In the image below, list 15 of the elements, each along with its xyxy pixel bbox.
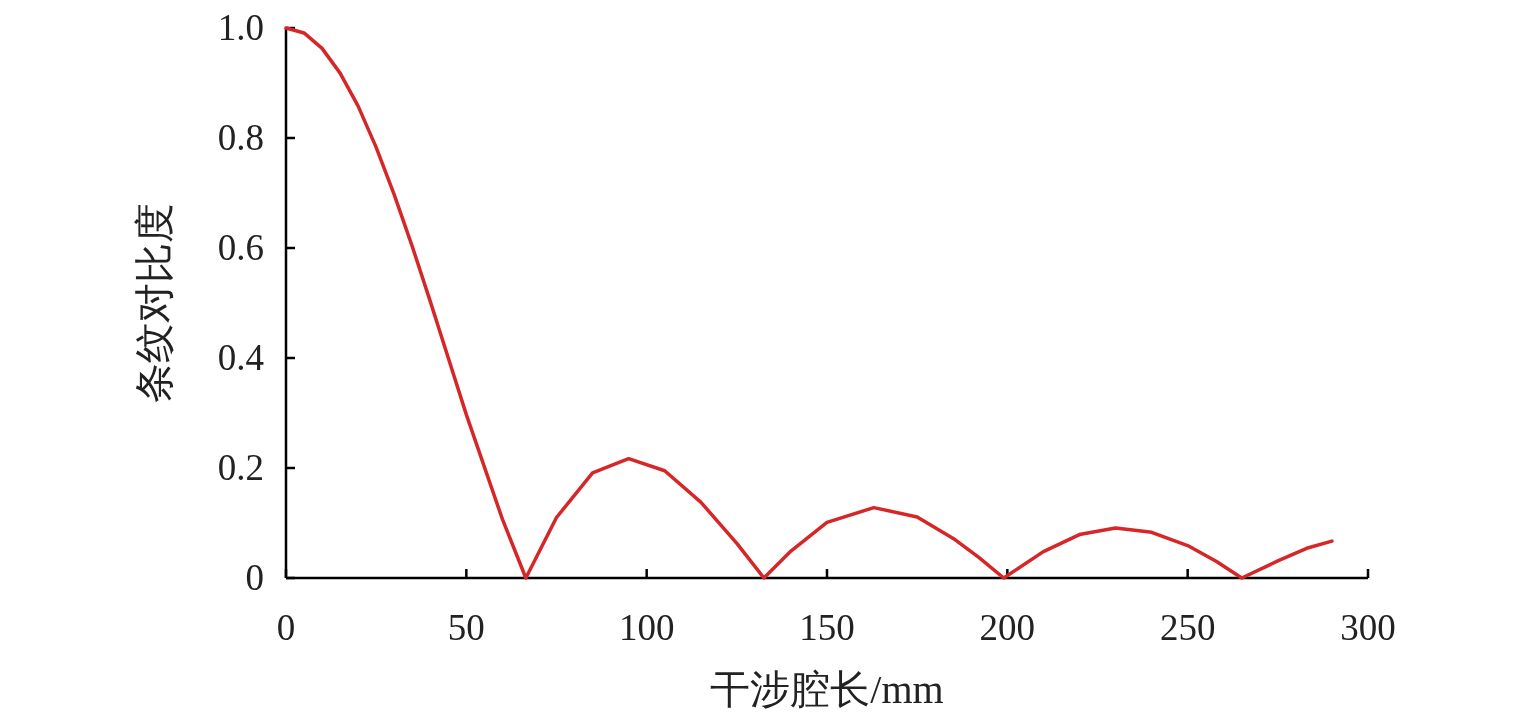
x-tick-label: 50 xyxy=(447,607,485,648)
x-tick-label: 0 xyxy=(276,607,296,648)
x-tick-label: 100 xyxy=(618,607,675,648)
y-tick-label: 1.0 xyxy=(217,7,264,48)
y-tick-label: 0.4 xyxy=(217,337,264,378)
y-tick-label: 0.8 xyxy=(217,117,264,158)
y-tick-label: 0 xyxy=(245,557,264,598)
y-tick-label: 0.6 xyxy=(217,227,264,268)
x-axis-title: 干涉腔长/mm xyxy=(710,667,944,712)
x-tick-label: 250 xyxy=(1159,607,1216,648)
y-tick-label: 0.2 xyxy=(217,447,264,488)
y-axis-title: 条纹对比度 xyxy=(132,203,177,403)
x-tick-label: 300 xyxy=(1340,607,1396,648)
x-tick-label: 150 xyxy=(799,607,855,648)
x-tick-label: 200 xyxy=(979,607,1036,648)
